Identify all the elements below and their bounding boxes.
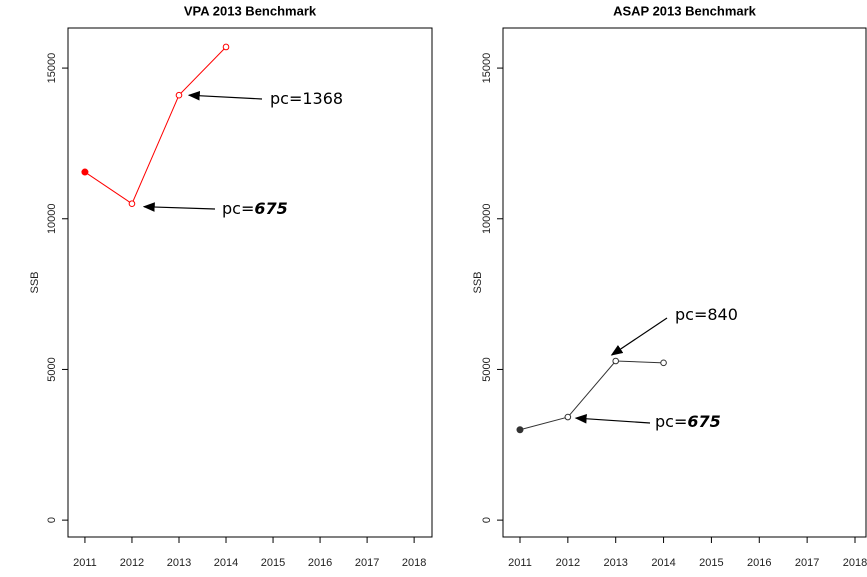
y-tick-label: 0 (46, 517, 58, 523)
x-tick-label: 2015 (699, 557, 723, 569)
chart-title: ASAP 2013 Benchmark (613, 3, 757, 18)
data-point (660, 359, 667, 367)
y-tick-label: 15000 (46, 53, 58, 84)
annotation-arrow (610, 317, 668, 356)
y-tick-label: 10000 (46, 203, 58, 234)
y-tick-label: 15000 (481, 53, 493, 84)
annotation-text: pc= (655, 412, 687, 431)
x-tick-label: 2012 (120, 557, 144, 569)
x-tick-label: 2012 (556, 557, 580, 569)
data-point (564, 413, 572, 421)
y-tick-label: 5000 (481, 357, 493, 381)
annotation-arrow (574, 413, 651, 424)
data-point (516, 426, 524, 434)
x-tick-label: 2017 (795, 557, 819, 569)
series-line (84, 46, 227, 205)
x-tick-label: 2018 (843, 557, 867, 569)
annotation-text: pc=1368 (270, 89, 343, 108)
x-tick-label: 2011 (508, 557, 532, 569)
annotation-text: pc=840 (675, 305, 738, 324)
data-point (222, 43, 230, 51)
x-tick-label: 2014 (651, 557, 675, 569)
x-tick-label: 2018 (402, 557, 426, 569)
annotation-arrow (187, 90, 263, 101)
x-tick-label: 2014 (214, 557, 238, 569)
annotation-text: pc= (222, 199, 254, 218)
x-tick-label: 2015 (261, 557, 285, 569)
annotation: pc=840 (675, 305, 738, 324)
x-tick-label: 2016 (747, 557, 771, 569)
y-tick-label: 0 (481, 517, 493, 523)
y-axis-label: SSB (472, 271, 484, 293)
annotation-emphasis: 675 (687, 412, 720, 431)
annotation: pc=675 (655, 412, 721, 431)
plot-frame (67, 27, 433, 538)
annotation-arrow (142, 202, 216, 212)
x-tick-label: 2013 (603, 557, 627, 569)
plot-frame (502, 27, 867, 538)
series-line (519, 360, 664, 431)
y-tick-label: 10000 (481, 203, 493, 234)
data-point (175, 91, 183, 99)
annotation-emphasis: 675 (254, 199, 287, 218)
data-point (81, 168, 89, 176)
data-point (128, 200, 136, 207)
x-tick-label: 2011 (73, 557, 97, 569)
annotation: pc=675 (222, 199, 288, 218)
y-axis-label: SSB (29, 271, 41, 293)
x-tick-label: 2016 (308, 557, 332, 569)
data-point (612, 357, 620, 365)
chart-title: VPA 2013 Benchmark (184, 3, 317, 18)
annotation: pc=1368 (270, 89, 343, 108)
y-tick-label: 5000 (46, 357, 58, 381)
x-tick-label: 2017 (355, 557, 379, 569)
x-tick-label: 2013 (167, 557, 191, 569)
